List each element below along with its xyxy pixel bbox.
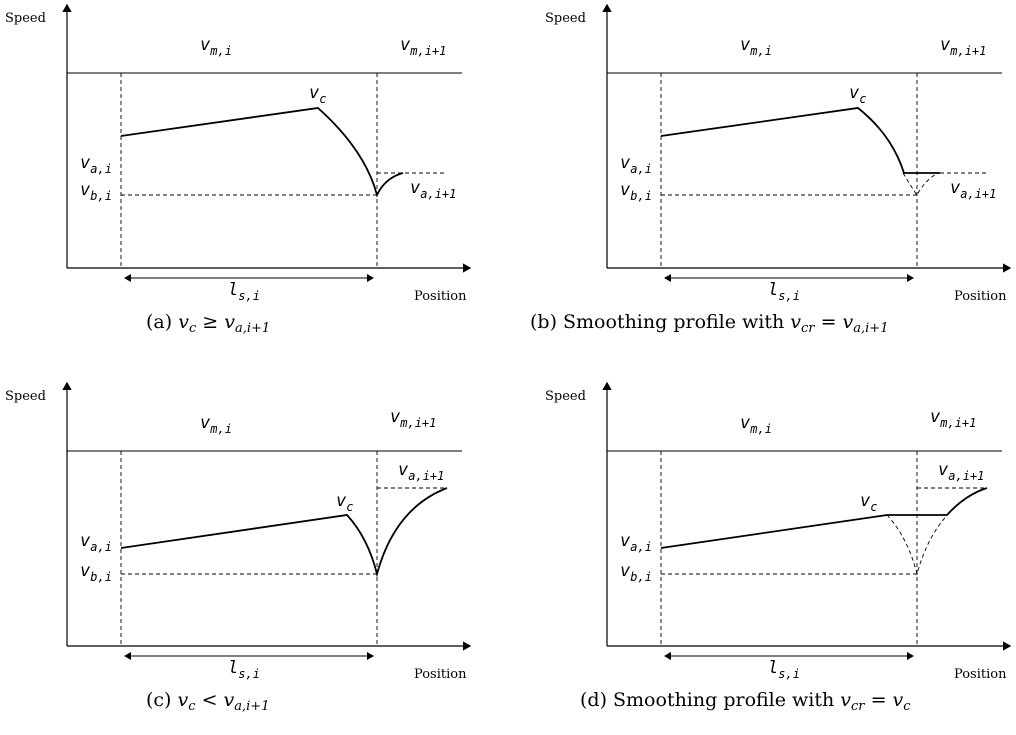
label-ls-i: ls,i (228, 658, 260, 681)
label-vc: vc (309, 83, 326, 106)
label-vm-i1: vm,i+1 (940, 35, 986, 58)
label-vc: vc (849, 83, 866, 106)
original-dip-dashed (902, 172, 939, 196)
panel-b: Speed Position vm,i vm,i+1 va,i vb,i va,… (530, 0, 1016, 336)
label-ls-i: ls,i (768, 280, 800, 303)
panel-d: Speed Position vm,i vm,i+1 va,i vb,i va,… (540, 378, 1016, 714)
label-vm-i: vm,i (740, 35, 772, 58)
y-axis-label: Speed (545, 389, 586, 404)
label-va-i1: va,i+1 (410, 178, 456, 201)
diagram-d: Speed Position vm,i vm,i+1 va,i vb,i va,… (545, 381, 1012, 714)
label-vb-i: vb,i (620, 180, 652, 203)
diagram-b: Speed Position vm,i vm,i+1 va,i vb,i va,… (530, 3, 1012, 336)
label-va-i: va,i (620, 531, 652, 554)
x-axis-label: Position (954, 667, 1007, 682)
label-va-i1: va,i+1 (950, 178, 996, 201)
x-axis-label: Position (954, 289, 1007, 304)
label-vm-i1: vm,i+1 (390, 407, 436, 430)
label-vb-i: vb,i (80, 561, 112, 584)
label-va-i1: va,i+1 (938, 460, 984, 483)
label-ls-i: ls,i (768, 658, 800, 681)
caption-c: (c) vc < va,i+1 (146, 689, 269, 714)
label-vm-i1: vm,i+1 (930, 407, 976, 430)
label-vm-i1: vm,i+1 (400, 35, 446, 58)
y-axis-label: Speed (5, 11, 46, 26)
speed-profile (120, 487, 448, 578)
label-va-i: va,i (80, 531, 112, 554)
caption-a: (a) vc ≥ va,i+1 (146, 311, 270, 336)
label-va-i: va,i (620, 153, 652, 176)
diagram-c: Speed Position vm,i vm,i+1 va,i vb,i va,… (5, 381, 472, 714)
smoothed-profile (660, 107, 940, 174)
label-vm-i: vm,i (200, 35, 232, 58)
y-axis-label: Speed (5, 389, 46, 404)
panel-c: Speed Position vm,i vm,i+1 va,i vb,i va,… (0, 378, 480, 714)
smoothed-profile (660, 487, 988, 549)
x-axis-label: Position (414, 289, 467, 304)
caption-b: (b) Smoothing profile with vcr = va,i+1 (530, 311, 888, 336)
label-va-i1: va,i+1 (398, 460, 444, 483)
label-vm-i: vm,i (200, 413, 232, 436)
label-vb-i: vb,i (80, 180, 112, 203)
label-vb-i: vb,i (620, 561, 652, 584)
x-axis-label: Position (414, 667, 467, 682)
label-ls-i: ls,i (228, 280, 260, 303)
original-dip-dashed (886, 487, 988, 576)
label-vm-i: vm,i (740, 413, 772, 436)
y-axis-label: Speed (545, 11, 586, 26)
panel-a: Speed Position vm,i vm,i+1 va,i vb,i va,… (0, 0, 480, 336)
speed-profile (120, 107, 404, 198)
label-va-i: va,i (80, 153, 112, 176)
caption-d: (d) Smoothing profile with vcr = vc (580, 689, 911, 714)
label-vc: vc (336, 491, 353, 514)
label-vc: vc (860, 491, 877, 514)
diagram-a: Speed Position vm,i vm,i+1 va,i vb,i va,… (5, 3, 472, 336)
